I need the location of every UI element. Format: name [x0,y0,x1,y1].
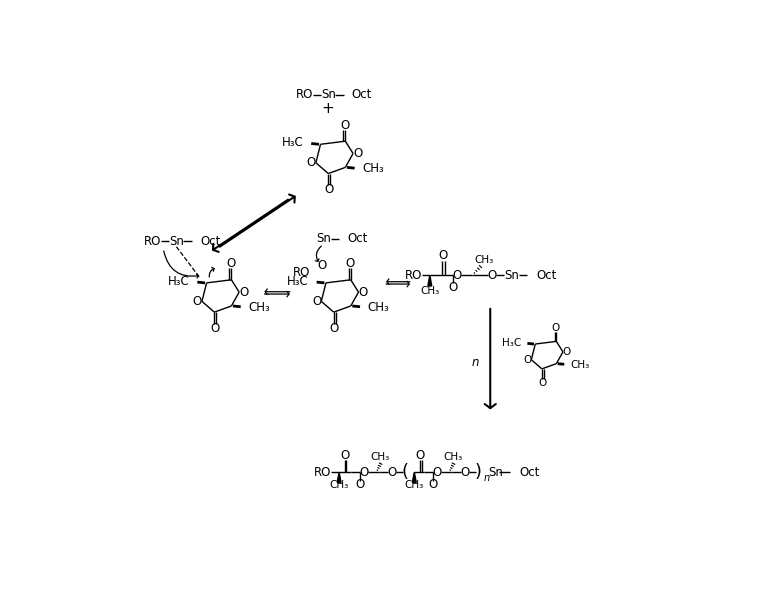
Text: RO: RO [144,235,161,248]
Text: CH₃: CH₃ [571,360,590,370]
Text: O: O [538,378,546,387]
Text: CH₃: CH₃ [368,301,390,314]
Text: O: O [340,449,350,462]
Text: RO: RO [296,89,313,102]
Text: O: O [562,347,571,357]
Text: RO: RO [404,269,422,282]
Text: O: O [345,257,355,270]
Text: O: O [211,322,220,335]
Polygon shape [428,275,432,286]
Text: Oct: Oct [352,89,372,102]
Text: (: ( [401,463,409,481]
Text: CH₃: CH₃ [420,286,439,296]
Text: Oct: Oct [201,235,220,248]
Polygon shape [337,472,341,482]
Text: Oct: Oct [536,269,556,282]
Text: O: O [487,269,496,282]
Text: Sn: Sn [489,466,504,479]
Text: O: O [193,295,202,308]
Text: CH₃: CH₃ [474,255,494,265]
Polygon shape [413,472,416,482]
Text: O: O [239,286,249,299]
Text: RO: RO [314,466,331,479]
Text: CH₃: CH₃ [330,480,349,490]
Text: O: O [325,183,334,196]
Text: Sn: Sn [505,269,519,282]
Text: H₃C: H₃C [282,136,303,149]
Text: Oct: Oct [519,466,540,479]
Text: O: O [312,295,321,308]
Text: O: O [306,156,316,170]
Text: ): ) [474,463,481,481]
Text: CH₃: CH₃ [404,480,424,490]
Text: Sn: Sn [169,235,184,248]
Text: CH₃: CH₃ [363,162,384,176]
Text: O: O [330,322,339,335]
Text: O: O [432,466,442,479]
Text: Sn: Sn [321,89,336,102]
Text: CH₃: CH₃ [249,301,271,314]
Text: +: + [321,100,334,116]
Text: n: n [484,474,490,483]
Text: O: O [387,466,397,479]
Text: O: O [359,286,368,299]
Text: CH₃: CH₃ [371,452,390,462]
Text: RO: RO [293,266,310,278]
Text: O: O [523,355,531,365]
Text: O: O [429,478,438,491]
Text: O: O [340,119,349,132]
Text: O: O [439,250,448,263]
Text: O: O [552,323,560,333]
Text: CH₃: CH₃ [443,452,463,462]
Text: Oct: Oct [347,233,367,245]
Text: O: O [356,478,365,491]
Text: O: O [448,281,458,294]
Text: O: O [359,466,369,479]
Text: H₃C: H₃C [287,275,309,288]
Text: O: O [226,257,236,270]
Text: O: O [318,259,327,272]
Text: O: O [416,449,425,462]
Text: O: O [353,147,363,160]
Text: O: O [452,269,461,282]
Text: Sn: Sn [316,233,331,245]
Text: n: n [471,356,479,368]
Text: H₃C: H₃C [168,275,189,288]
Text: O: O [460,466,470,479]
Text: H₃C: H₃C [502,338,521,348]
